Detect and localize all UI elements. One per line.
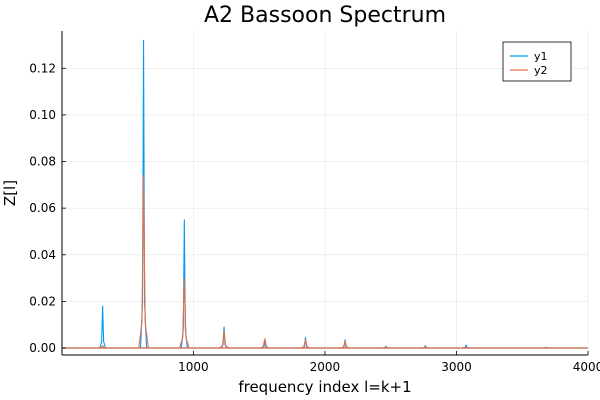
spectrum-peak-y2 <box>340 340 351 349</box>
y-tick-label: 0.10 <box>29 108 56 122</box>
spectrum-peak-y2 <box>259 338 270 349</box>
spectrum-peak-y2 <box>218 331 230 349</box>
spectrum-peak-y2 <box>420 346 431 349</box>
x-axis-label: frequency index l=k+1 <box>238 378 411 396</box>
y-tick-label: 0.00 <box>29 341 56 355</box>
axes-frame <box>61 31 589 356</box>
legend-label-y2: y2 <box>534 64 548 77</box>
grid-lines <box>62 31 589 355</box>
spectrum-peak-y2 <box>97 345 108 349</box>
tick-labels: 1000 2000 3000 4000 0.00 0.02 0.04 0.06 0.08 0.10… <box>29 61 600 374</box>
y-tick-label: 0.12 <box>29 61 56 75</box>
series-y2 <box>62 174 588 349</box>
y-tick-label: 0.08 <box>29 155 56 169</box>
spectrum-peak-y2 <box>138 174 149 349</box>
legend: y1 y2 <box>502 41 572 82</box>
spectrum-peak-y1 <box>99 305 107 349</box>
x-tick-label: 4000 <box>573 360 600 374</box>
legend-box <box>502 41 572 82</box>
chart-title: A2 Bassoon Spectrum <box>204 3 446 28</box>
y-tick-label: 0.02 <box>29 294 56 308</box>
spectrum-peak-y2 <box>461 346 471 349</box>
x-tick-label: 2000 <box>310 360 341 374</box>
legend-label-y1: y1 <box>534 50 548 63</box>
spectrum-peak-y2 <box>541 346 552 349</box>
spectrum-peak-y2 <box>381 346 391 349</box>
spectrum-peak-y2 <box>300 339 311 349</box>
y-axis-label: Z[l] <box>1 180 19 206</box>
x-tick-label: 1000 <box>178 360 209 374</box>
spectrum-peak-y2 <box>178 277 190 349</box>
y-tick-label: 0.06 <box>29 201 56 215</box>
x-tick-label: 3000 <box>441 360 472 374</box>
plot-series <box>62 39 588 349</box>
y-tick-label: 0.04 <box>29 248 56 262</box>
